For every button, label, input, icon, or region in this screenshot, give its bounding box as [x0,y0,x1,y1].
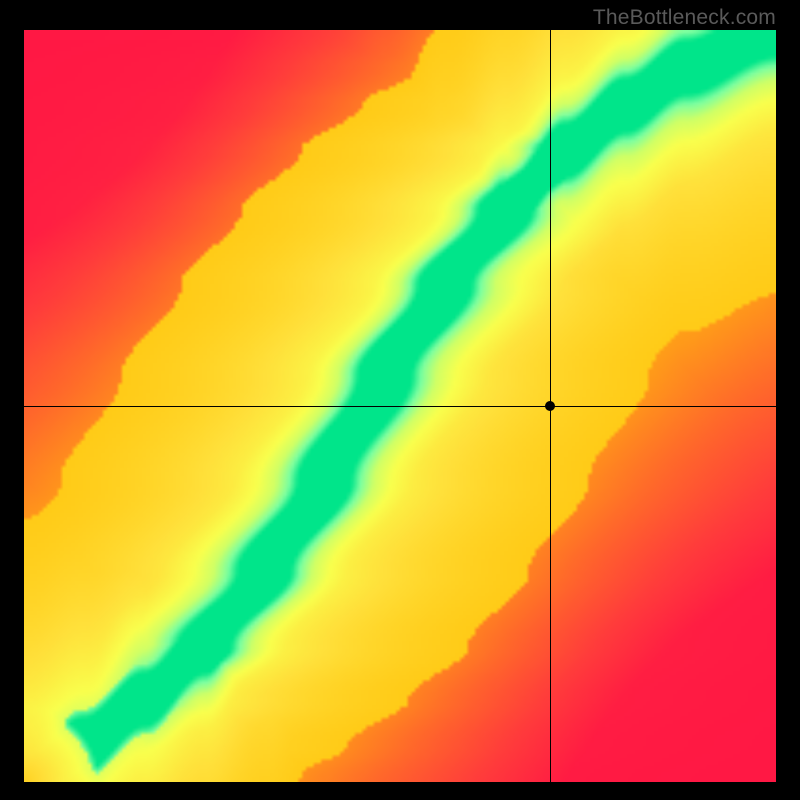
chart-container: TheBottleneck.com [0,0,800,800]
crosshair-marker [545,401,555,411]
crosshair-horizontal [24,406,776,407]
watermark-text: TheBottleneck.com [593,6,776,30]
plot-area [24,30,776,782]
